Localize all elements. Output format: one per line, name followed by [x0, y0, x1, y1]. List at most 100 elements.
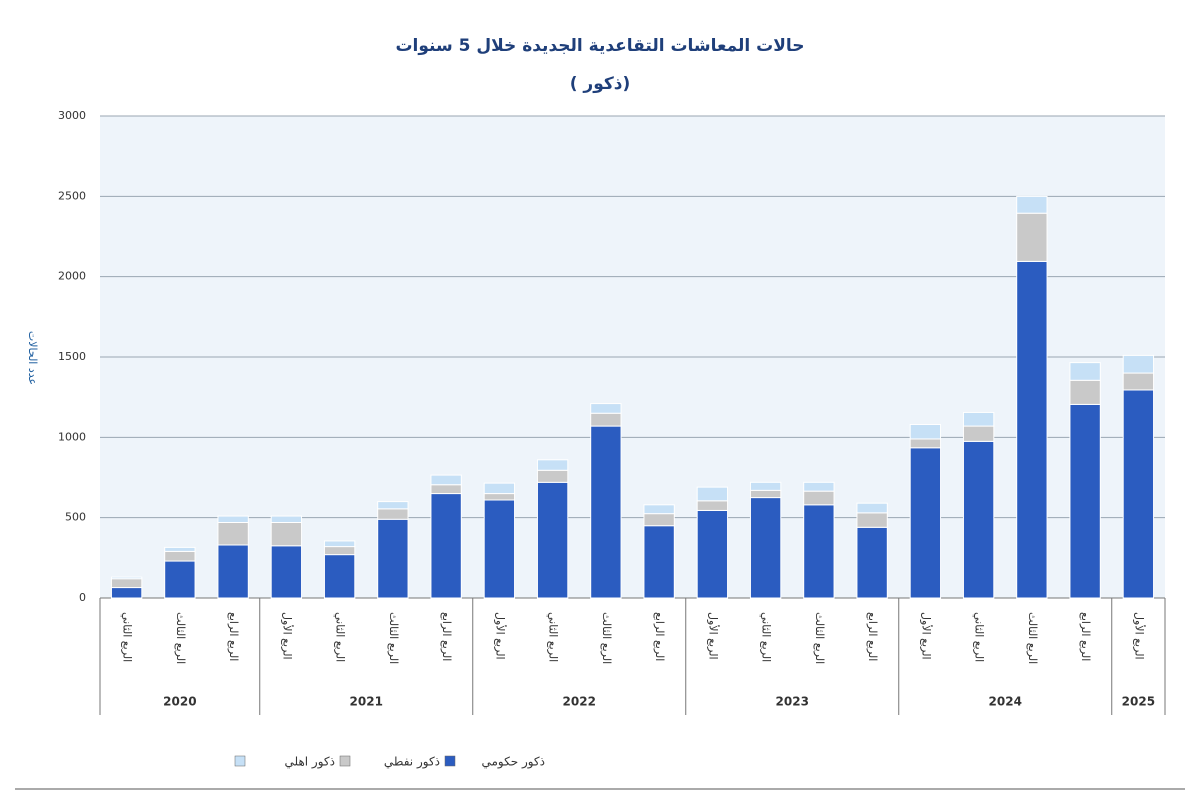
y-tick-label: 1000 [58, 430, 86, 443]
bar-segment [803, 490, 835, 506]
x-tick-label: الربع الأول [1132, 612, 1146, 660]
bar-segment [856, 512, 888, 528]
x-tick-label: الربع الأول [706, 612, 720, 660]
bar-segment [643, 504, 675, 515]
y-tick-label: 500 [65, 511, 86, 524]
bar-segment [1016, 260, 1048, 599]
bar-segment [270, 521, 303, 547]
year-label: 2023 [776, 695, 809, 709]
y-tick-label: 2000 [58, 270, 86, 283]
x-tick-label: الربع الأول [919, 612, 933, 660]
legend-label: ذكور حكومي [481, 755, 545, 770]
bar-segment [110, 587, 143, 599]
year-label: 2025 [1122, 695, 1155, 709]
bar-segment [164, 560, 196, 599]
legend-swatch [339, 755, 351, 767]
legend-swatch [444, 755, 456, 767]
x-tick-label: الربع الثالث [600, 612, 613, 664]
chart-title: حالات المعاشات التقاعدية الجديدة خلال 5 … [395, 36, 804, 56]
bar-segment [483, 493, 516, 501]
bar-segment [696, 486, 729, 502]
bar-segment [590, 403, 622, 414]
y-tick-label: 1500 [58, 350, 86, 363]
bar-segment [377, 518, 409, 599]
bar-segment [323, 554, 356, 599]
x-tick-label: الربع الثاني [760, 612, 773, 662]
x-tick-label: الربع الثالث [174, 612, 187, 664]
bar-segment [643, 513, 675, 527]
x-tick-label: الربع الثالث [813, 612, 826, 664]
bar-segment [909, 447, 942, 599]
x-tick-label: الربع الثاني [121, 612, 134, 662]
y-tick-label: 2500 [58, 189, 86, 202]
bar-segment [164, 550, 196, 562]
bar-segment [110, 576, 143, 580]
bar-segment [962, 425, 995, 442]
bar-segment [536, 459, 569, 471]
x-tick-label: الربع الرابع [866, 612, 879, 661]
x-tick-label: الربع الثاني [334, 612, 347, 662]
x-tick-label: الربع الأول [280, 612, 294, 660]
x-tick-label: الربع الثاني [973, 612, 986, 662]
bar-segment [590, 425, 622, 599]
bar-segment [1122, 354, 1155, 374]
bar-segment [803, 504, 835, 599]
bar-segment [164, 546, 196, 552]
y-axis-label: عدد الحالات [26, 331, 39, 385]
year-label: 2024 [989, 695, 1022, 709]
bar-segment [962, 440, 995, 599]
bar-segment [1016, 195, 1048, 214]
bar-segment [217, 521, 249, 546]
x-tick-label: الربع الرابع [1079, 612, 1092, 661]
bar-segment [270, 515, 303, 523]
bar-segment [483, 499, 516, 599]
bar-segment [217, 515, 249, 523]
y-tick-label: 0 [79, 591, 86, 604]
bar-segment [803, 481, 835, 492]
bar-segment [377, 501, 409, 510]
bar-segment [323, 546, 356, 556]
x-tick-label: الربع الثاني [547, 612, 560, 662]
x-tick-label: الربع الرابع [653, 612, 666, 661]
year-label: 2022 [563, 695, 596, 709]
bar-segment [1122, 372, 1155, 391]
bar-segment [590, 412, 622, 427]
bar-segment [217, 544, 249, 599]
bar-segment [430, 484, 462, 495]
bar-segment [696, 509, 729, 599]
bar-segment [856, 526, 888, 599]
bar-segment [430, 474, 462, 486]
bar-segment [962, 411, 995, 427]
bar-segment [270, 545, 303, 599]
bar-segment [643, 525, 675, 599]
bar-segment [536, 469, 569, 483]
bar-segment [483, 482, 516, 495]
x-tick-label: الربع الثالث [387, 612, 400, 664]
bar-segment [536, 481, 569, 599]
bar-segment [1069, 403, 1101, 599]
bar-segment [909, 423, 942, 440]
bar-segment [377, 508, 409, 520]
bar-segment [749, 481, 782, 491]
bar-segment [909, 438, 942, 449]
x-tick-label: الربع الرابع [440, 612, 453, 661]
year-label: 2021 [350, 695, 383, 709]
bar-segment [1069, 379, 1101, 405]
bar-segment [1122, 389, 1155, 599]
x-tick-label: الربع الرابع [227, 612, 240, 661]
bar-segment [1069, 362, 1101, 381]
bar-segment [430, 493, 462, 599]
y-tick-label: 3000 [58, 109, 86, 122]
bar-segment [749, 497, 782, 599]
bar-segment [856, 502, 888, 514]
bar-segment [1016, 212, 1048, 262]
legend-swatch [234, 755, 246, 767]
bar-segment [749, 489, 782, 499]
chart-subtitle: ( ذكور) [570, 74, 631, 94]
legend-label: ذكور نفطي [384, 755, 440, 770]
bar-segment [696, 500, 729, 511]
year-label: 2020 [163, 695, 196, 709]
x-tick-label: الربع الأول [493, 612, 507, 660]
bar-segment [110, 578, 143, 589]
